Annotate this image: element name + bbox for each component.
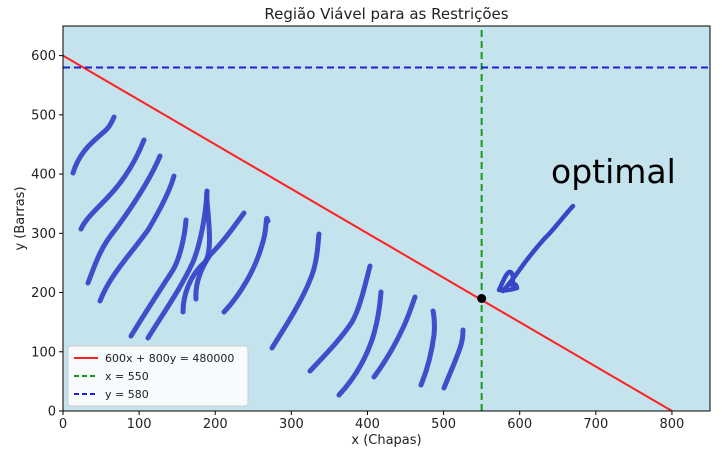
plot-frame (62, 25, 711, 412)
chart-title: Região Viável para as Restrições (264, 5, 508, 23)
x-tick-label: 100 (127, 417, 152, 432)
x-tick-label: 300 (279, 417, 304, 432)
legend-entry: y = 580 (105, 388, 149, 401)
legend-box (67, 345, 249, 407)
y-tick-label: 0 (48, 405, 56, 420)
hatch-stroke (97, 173, 177, 304)
y-tick-label: 400 (31, 168, 56, 183)
arrow-stroke (500, 203, 576, 294)
hatch-stroke (221, 216, 271, 315)
y-tick-label: 200 (31, 286, 56, 301)
hatch-stroke (78, 137, 147, 232)
y-tick-label: 100 (31, 345, 56, 360)
x-tick-label: 200 (203, 417, 228, 432)
y-tick-label: 300 (31, 227, 56, 242)
hatch-stroke (336, 289, 384, 398)
series-line-0 (63, 54, 673, 411)
optimal-point (477, 293, 487, 303)
hatch-stroke (145, 188, 210, 341)
hatch-stroke (371, 294, 418, 380)
hatch-stroke (85, 153, 163, 286)
hatch-stroke (307, 263, 373, 374)
hatch-stroke (128, 217, 189, 339)
x-axis-label: x (Chapas) (351, 433, 421, 448)
hatch-stroke (269, 231, 322, 351)
y-axis-label: y (Barras) (13, 186, 28, 250)
x-tick-label: 800 (660, 417, 685, 432)
plot-content (63, 26, 710, 411)
x-tick-label: 600 (507, 417, 532, 432)
x-tick-label: 400 (355, 417, 380, 432)
x-tick-label: 700 (583, 417, 608, 432)
y-tick-label: 500 (31, 108, 56, 123)
x-tick-label: 0 (59, 417, 67, 432)
hatch-stroke (70, 114, 117, 176)
legend-entry: 600x + 800y = 480000 (105, 352, 234, 365)
hatch-stroke (441, 327, 466, 391)
y-tick-label: 600 (31, 49, 56, 64)
annotation-optimal: optimal (551, 152, 676, 191)
hatch-stroke (418, 308, 437, 388)
arrow-head (496, 269, 520, 293)
legend: 600x + 800y = 480000 x = 550 y = 580 (67, 345, 249, 407)
legend-entry: x = 550 (105, 370, 149, 383)
hatch-stroke (193, 210, 247, 302)
x-tick-label: 500 (431, 417, 456, 432)
